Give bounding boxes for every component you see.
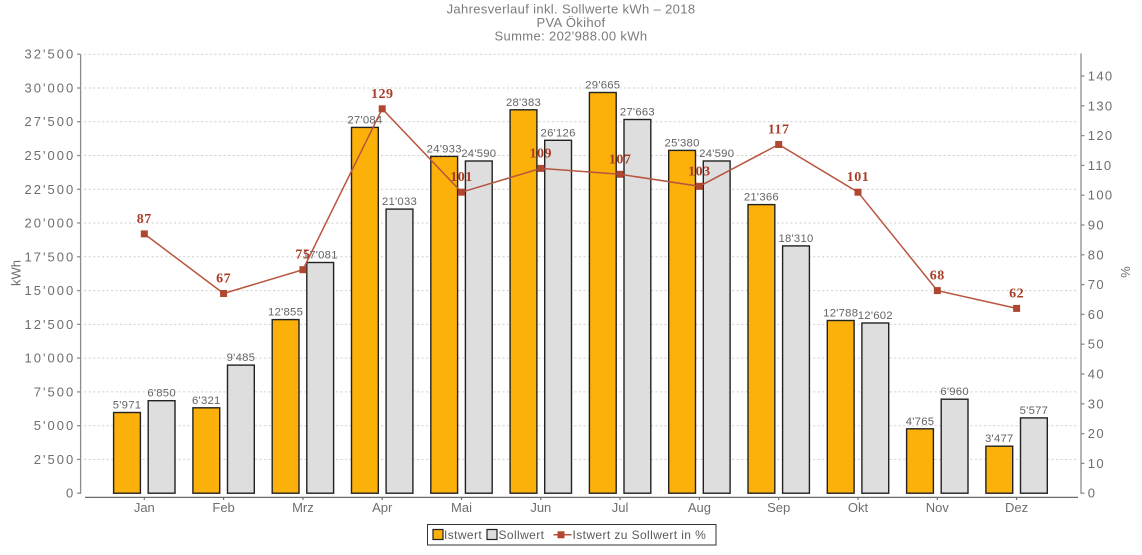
svg-text:75: 75 [295,248,310,263]
svg-text:5'577: 5'577 [1020,405,1049,417]
svg-text:120: 120 [1088,128,1114,143]
svg-text:7'500: 7'500 [34,384,75,399]
svg-text:62: 62 [1009,286,1024,301]
svg-text:25'000: 25'000 [25,148,76,163]
svg-text:50: 50 [1088,337,1105,352]
svg-text:5'971: 5'971 [113,400,142,412]
svg-text:21'366: 21'366 [744,192,779,204]
svg-text:Jun: Jun [530,500,551,515]
svg-text:107: 107 [609,152,632,167]
svg-text:18'310: 18'310 [778,233,813,245]
svg-text:27'663: 27'663 [620,107,655,119]
svg-text:30: 30 [1088,396,1105,411]
svg-text:12'855: 12'855 [268,307,303,319]
svg-text:6'321: 6'321 [192,395,221,407]
svg-text:28'383: 28'383 [506,97,541,109]
svg-text:3'477: 3'477 [985,433,1014,445]
svg-text:32'500: 32'500 [25,47,76,62]
svg-text:20'000: 20'000 [25,216,76,231]
svg-text:0: 0 [66,486,75,501]
svg-text:Jul: Jul [612,500,629,515]
svg-text:22'500: 22'500 [25,182,76,197]
svg-text:Aug: Aug [688,500,711,515]
svg-text:6'960: 6'960 [940,386,969,398]
svg-text:2'500: 2'500 [34,452,75,467]
svg-text:80: 80 [1088,247,1105,262]
svg-text:90: 90 [1088,218,1105,233]
svg-text:103: 103 [688,164,711,179]
svg-text:Istwert zu Sollwert in %: Istwert zu Sollwert in % [573,528,707,542]
svg-text:68: 68 [930,269,945,284]
svg-text:Nov: Nov [926,500,950,515]
svg-text:Mrz: Mrz [292,500,314,515]
svg-text:130: 130 [1088,98,1114,113]
svg-text:9'485: 9'485 [227,352,256,364]
svg-text:10: 10 [1088,456,1105,471]
svg-text:Jahresverlauf inkl. Sollwerte: Jahresverlauf inkl. Sollwerte kWh – 2018 [447,2,696,17]
svg-text:101: 101 [450,170,473,185]
svg-text:27'084: 27'084 [347,114,382,126]
svg-text:Sollwert: Sollwert [499,528,545,542]
svg-text:12'500: 12'500 [25,317,76,332]
svg-text:15'000: 15'000 [25,283,76,298]
svg-text:67: 67 [216,272,231,287]
svg-text:Sep: Sep [767,500,790,515]
svg-text:129: 129 [371,87,394,102]
svg-text:70: 70 [1088,277,1105,292]
svg-text:30'000: 30'000 [25,81,76,96]
svg-text:kWh: kWh [9,260,24,286]
svg-text:110: 110 [1088,158,1113,173]
svg-text:24'590: 24'590 [699,148,734,160]
svg-text:26'126: 26'126 [541,127,576,139]
svg-text:101: 101 [847,170,870,185]
svg-text:5'000: 5'000 [34,418,75,433]
svg-text:Summe: 202'988.00 kWh: Summe: 202'988.00 kWh [495,29,648,44]
svg-text:10'000: 10'000 [25,351,76,366]
svg-text:Istwert: Istwert [444,528,482,542]
svg-text:12'788: 12'788 [823,308,858,320]
svg-text:60: 60 [1088,307,1105,322]
svg-text:109: 109 [530,146,553,161]
svg-text:29'665: 29'665 [585,80,620,92]
svg-text:21'033: 21'033 [382,196,417,208]
svg-text:Apr: Apr [372,500,393,515]
svg-text:Okt: Okt [848,500,869,515]
svg-text:0: 0 [1088,486,1097,501]
svg-text:Dez: Dez [1005,500,1028,515]
svg-text:4'765: 4'765 [906,416,935,428]
svg-text:6'850: 6'850 [147,388,176,400]
svg-text:20: 20 [1088,426,1105,441]
svg-text:Jan: Jan [134,500,155,515]
svg-text:100: 100 [1088,188,1114,203]
svg-text:17'500: 17'500 [25,249,76,264]
svg-text:24'933: 24'933 [427,143,462,155]
svg-text:140: 140 [1088,69,1114,84]
svg-text:PVA Ökihof: PVA Ökihof [536,15,605,30]
svg-text:Mai: Mai [451,500,472,515]
svg-text:40: 40 [1088,367,1105,382]
svg-text:%: % [1118,266,1133,278]
svg-text:24'590: 24'590 [461,148,496,160]
svg-text:87: 87 [137,212,152,227]
svg-text:25'380: 25'380 [665,137,700,149]
svg-text:117: 117 [768,123,790,138]
svg-text:12'602: 12'602 [858,310,893,322]
svg-text:27'500: 27'500 [25,114,76,129]
svg-text:Feb: Feb [212,500,234,515]
